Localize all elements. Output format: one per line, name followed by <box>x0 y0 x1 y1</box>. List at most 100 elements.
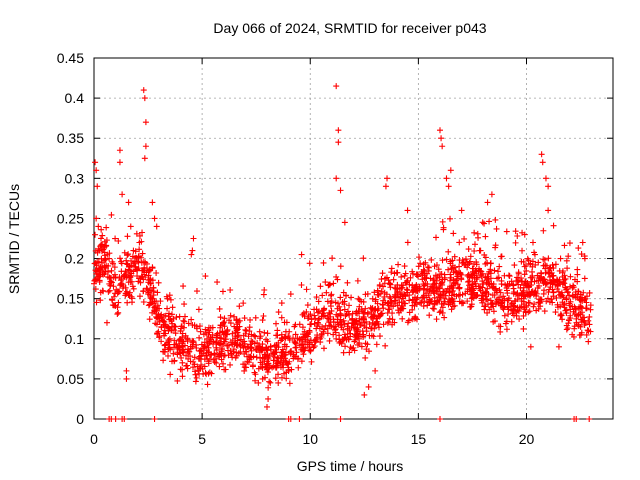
data-point <box>103 262 110 269</box>
data-point <box>275 309 282 316</box>
data-point <box>561 304 568 311</box>
data-point <box>327 299 334 306</box>
data-point <box>180 283 187 290</box>
data-point <box>165 344 172 351</box>
data-point <box>336 303 343 310</box>
data-point <box>439 304 446 311</box>
data-points <box>91 83 594 422</box>
data-point <box>337 307 344 314</box>
data-point <box>560 279 567 286</box>
data-point <box>437 127 443 134</box>
data-point <box>323 289 330 296</box>
data-point <box>206 337 213 344</box>
data-point <box>511 298 518 305</box>
data-point <box>330 331 337 338</box>
y-tick-label: 0.15 <box>57 291 84 307</box>
data-point <box>443 256 450 263</box>
data-point <box>402 270 409 277</box>
data-point <box>399 315 406 322</box>
data-point <box>110 274 117 281</box>
data-point <box>506 273 513 280</box>
data-point <box>99 232 106 239</box>
data-point <box>449 287 456 294</box>
data-point <box>306 339 313 346</box>
data-point <box>327 310 334 317</box>
data-point <box>126 289 133 296</box>
data-point <box>516 316 523 323</box>
y-tick-label: 0.25 <box>57 210 84 226</box>
data-point <box>355 295 362 302</box>
data-point <box>273 349 280 356</box>
data-point <box>489 292 496 299</box>
data-point <box>304 302 311 309</box>
data-point <box>179 330 186 337</box>
data-point <box>498 277 505 284</box>
data-point <box>464 278 471 285</box>
data-point <box>92 231 99 238</box>
data-point <box>505 297 512 304</box>
data-point <box>485 278 492 285</box>
data-point <box>502 281 509 288</box>
data-point <box>106 250 113 257</box>
data-point <box>193 323 200 330</box>
data-point <box>220 331 227 338</box>
data-point <box>513 312 520 319</box>
y-tick-label: 0.1 <box>65 331 85 347</box>
data-point <box>270 357 277 364</box>
data-point <box>484 309 491 316</box>
data-point <box>256 328 263 335</box>
data-point <box>278 374 285 381</box>
data-point <box>480 281 487 288</box>
data-point <box>303 286 310 293</box>
data-point <box>545 207 552 214</box>
data-point <box>278 314 285 321</box>
data-point <box>430 289 437 296</box>
data-point <box>533 307 540 314</box>
data-point <box>391 297 398 304</box>
data-point <box>241 364 248 371</box>
x-tick-label: 20 <box>519 431 535 447</box>
plot-frame <box>93 57 614 420</box>
data-point <box>545 289 552 296</box>
data-point <box>144 286 151 293</box>
data-point <box>191 361 198 368</box>
data-point <box>398 305 405 312</box>
data-point <box>581 321 588 328</box>
data-point <box>389 316 396 323</box>
data-point <box>333 273 340 280</box>
data-point <box>118 281 125 288</box>
data-point <box>529 268 536 275</box>
data-point <box>525 299 532 306</box>
data-point <box>380 283 387 290</box>
data-point <box>375 291 382 298</box>
data-point <box>561 242 568 249</box>
data-point <box>257 355 264 362</box>
data-point <box>586 313 593 320</box>
data-point <box>93 262 100 269</box>
data-point <box>498 253 505 260</box>
data-point <box>449 296 456 303</box>
data-point <box>499 300 506 307</box>
data-point <box>377 311 384 318</box>
data-point <box>534 284 541 291</box>
data-point <box>209 334 216 341</box>
data-point <box>462 256 469 263</box>
data-point <box>152 320 159 327</box>
data-point <box>562 275 569 282</box>
data-point <box>420 266 427 273</box>
data-point <box>557 303 564 310</box>
data-point <box>546 299 553 306</box>
data-point <box>124 261 131 268</box>
data-point <box>108 267 115 274</box>
data-point <box>545 255 552 262</box>
data-point <box>574 266 581 273</box>
data-point <box>419 276 426 283</box>
data-point <box>216 305 223 312</box>
data-point <box>565 320 572 327</box>
data-point <box>204 381 211 388</box>
data-point <box>179 349 186 356</box>
data-point <box>430 277 437 284</box>
data-point <box>503 228 510 235</box>
data-point <box>319 310 326 317</box>
data-point <box>93 215 100 222</box>
